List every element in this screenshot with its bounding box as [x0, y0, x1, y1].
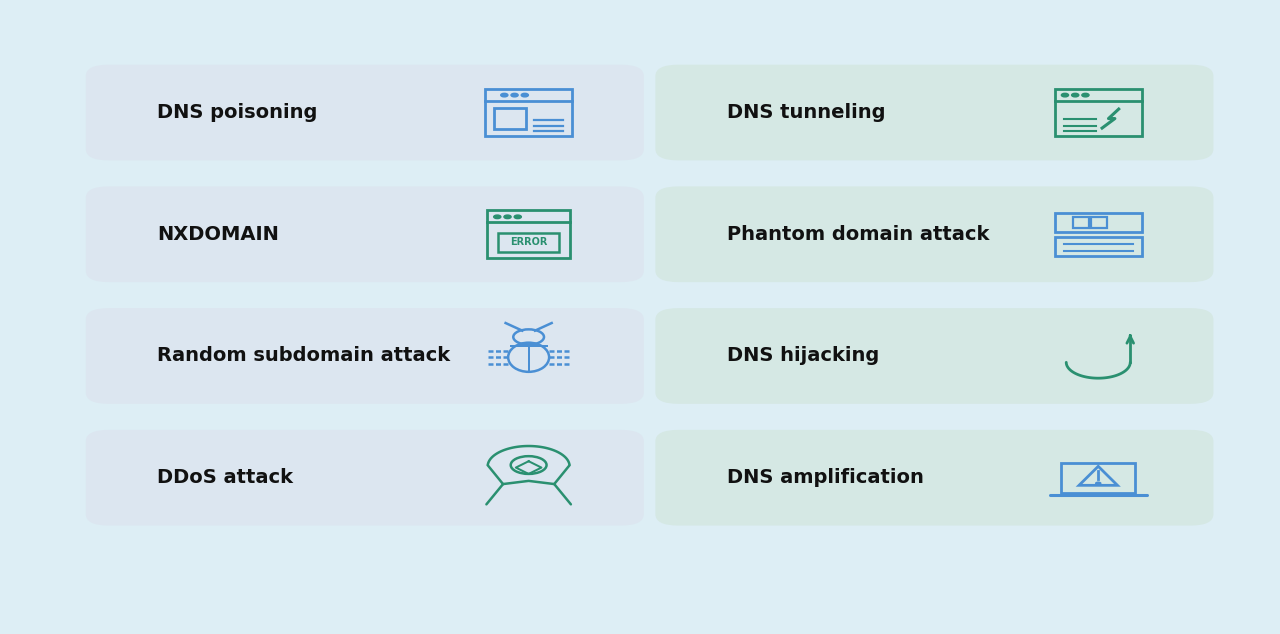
Circle shape	[504, 215, 511, 219]
Text: DDoS attack: DDoS attack	[157, 469, 293, 487]
Text: DNS hijacking: DNS hijacking	[727, 347, 879, 365]
Circle shape	[494, 215, 500, 219]
Circle shape	[521, 93, 529, 97]
Circle shape	[1082, 93, 1089, 97]
FancyBboxPatch shape	[655, 308, 1213, 404]
Text: ERROR: ERROR	[509, 237, 548, 247]
FancyBboxPatch shape	[86, 430, 644, 526]
Circle shape	[511, 93, 518, 97]
FancyBboxPatch shape	[86, 308, 644, 404]
Circle shape	[1071, 93, 1079, 97]
FancyBboxPatch shape	[655, 65, 1213, 160]
Text: DNS poisoning: DNS poisoning	[157, 103, 317, 122]
Circle shape	[1096, 482, 1101, 485]
Text: DNS amplification: DNS amplification	[727, 469, 924, 487]
FancyBboxPatch shape	[655, 186, 1213, 282]
Text: Random subdomain attack: Random subdomain attack	[157, 347, 451, 365]
Circle shape	[515, 215, 521, 219]
Text: Phantom domain attack: Phantom domain attack	[727, 225, 989, 243]
Circle shape	[1061, 93, 1069, 97]
Circle shape	[500, 93, 508, 97]
Text: NXDOMAIN: NXDOMAIN	[157, 225, 279, 243]
FancyBboxPatch shape	[86, 186, 644, 282]
FancyBboxPatch shape	[86, 65, 644, 160]
Text: DNS tunneling: DNS tunneling	[727, 103, 886, 122]
FancyBboxPatch shape	[655, 430, 1213, 526]
